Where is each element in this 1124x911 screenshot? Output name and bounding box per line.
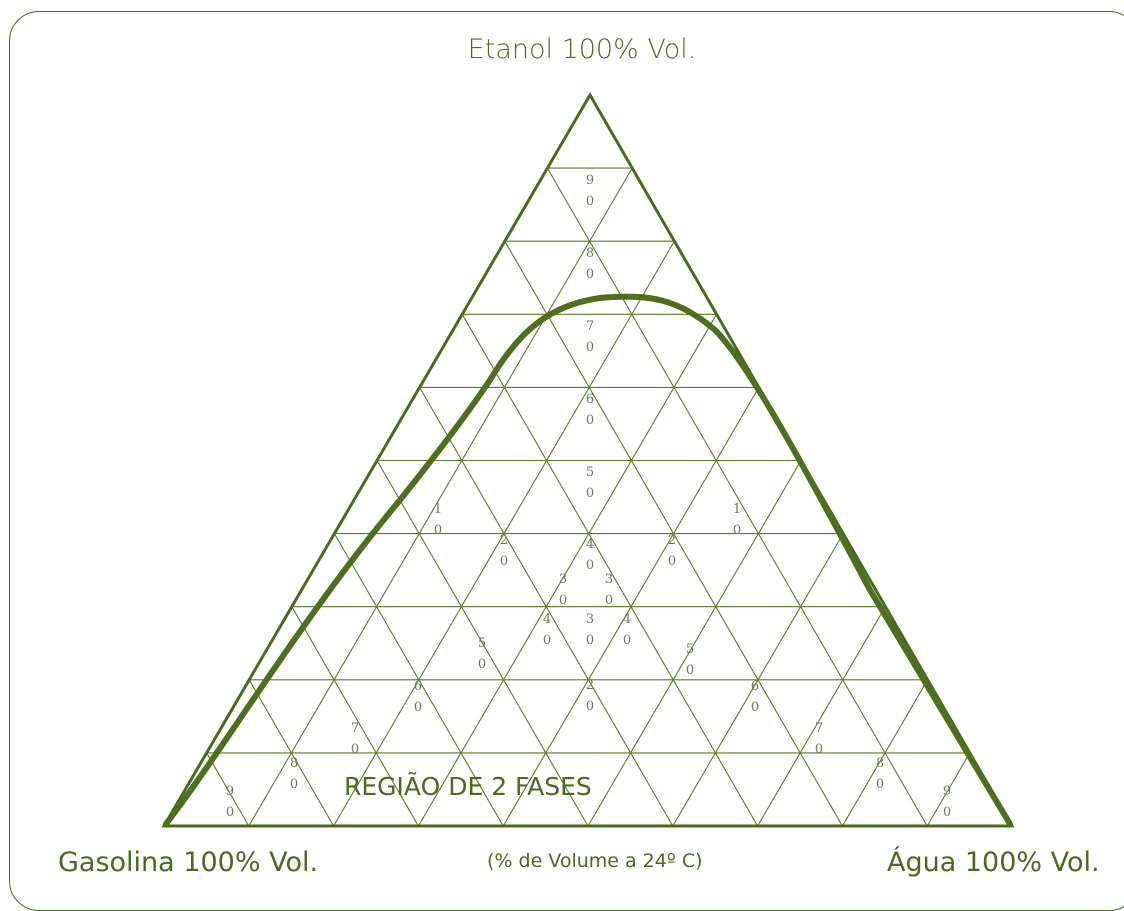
vertex-label-etanol: Etanol 100% Vol. [467, 34, 697, 65]
vertex-label-agua: Água 100% Vol. [887, 847, 1100, 878]
grid-line-left-diagonal [333, 240, 675, 827]
grid-line-right-diagonal [461, 314, 759, 827]
binodal-curve [163, 293, 1013, 827]
grid-line-left-diagonal [757, 606, 886, 827]
grid-line-left-diagonal [587, 460, 802, 827]
two-phase-region-label: REGIÃO DE 2 FASES [344, 771, 592, 801]
vertex-label-gasolina: Gasolina 100% Vol. [58, 847, 319, 878]
grid-line-right-diagonal [291, 606, 419, 827]
grid-line-left-diagonal [926, 752, 971, 827]
tick-labels: 9 08 07 06 05 04 02 01 02 03 04 05 06 07 08 09 01 02 03 03 0… [226, 173, 951, 820]
grid-line-right-diagonal [546, 167, 928, 827]
ternary-grid [206, 167, 971, 827]
grid-line-left-diagonal [248, 167, 633, 827]
caption-volume: (% de Volume a 24º C) [487, 850, 703, 872]
grid-line-right-diagonal [206, 752, 250, 827]
grid-line-right-diagonal [376, 460, 589, 827]
grid-line-right-diagonal [504, 240, 843, 827]
grid-line-left-diagonal [417, 314, 718, 827]
